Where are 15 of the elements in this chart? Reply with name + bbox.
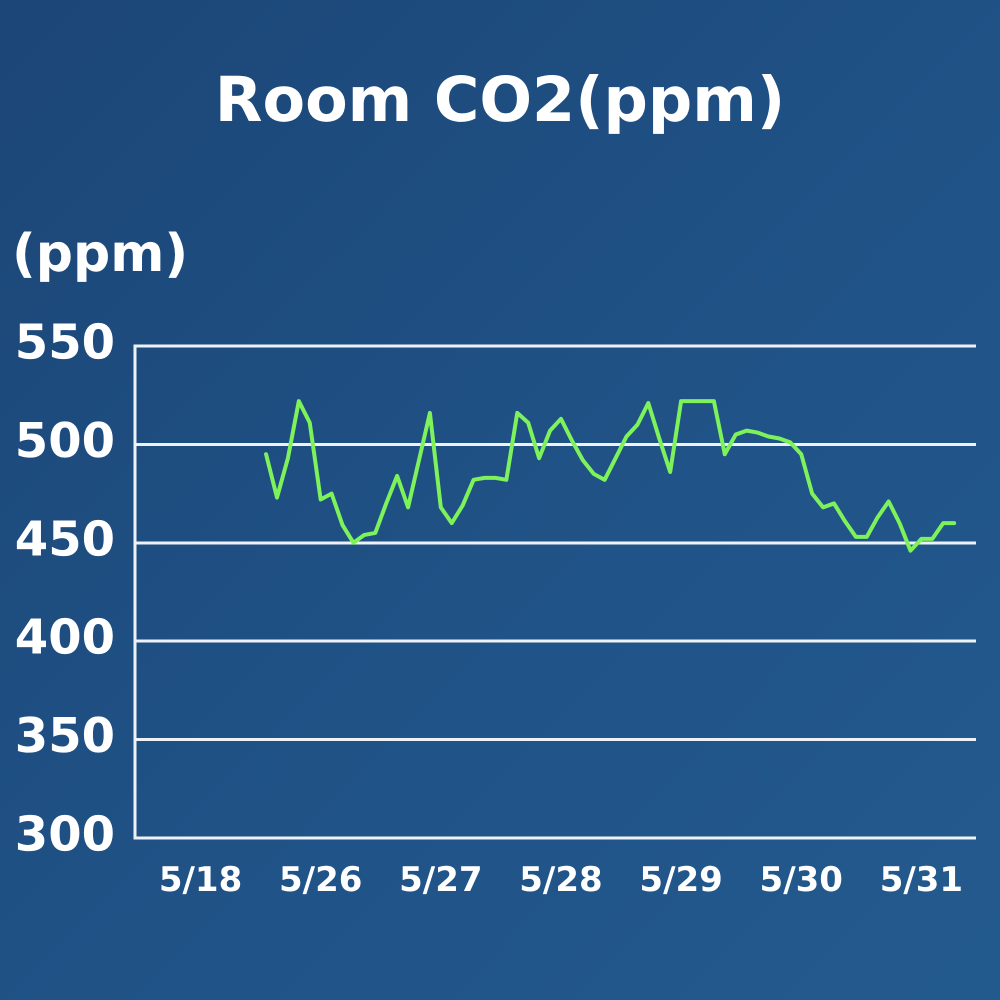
x-tick-label: 5/18	[158, 860, 242, 900]
x-tick-label: 5/28	[519, 860, 603, 900]
y-tick-label: 400	[14, 610, 115, 666]
x-tick-label: 5/26	[278, 860, 362, 900]
x-tick-label: 5/30	[760, 860, 843, 900]
y-tick-label: 450	[14, 511, 115, 568]
y-tick-label: 500	[14, 412, 115, 469]
y-tick-label: 300	[14, 806, 115, 862]
y-tick-label: 550	[14, 314, 115, 370]
chart-title: Room CO2(ppm)	[214, 62, 786, 138]
y-axis-title: (ppm)	[12, 223, 188, 286]
x-tick-label: 5/29	[639, 860, 723, 900]
x-tick-label: 5/31	[880, 860, 964, 900]
x-tick-label: 5/27	[399, 860, 483, 900]
y-tick-label: 350	[14, 708, 115, 764]
